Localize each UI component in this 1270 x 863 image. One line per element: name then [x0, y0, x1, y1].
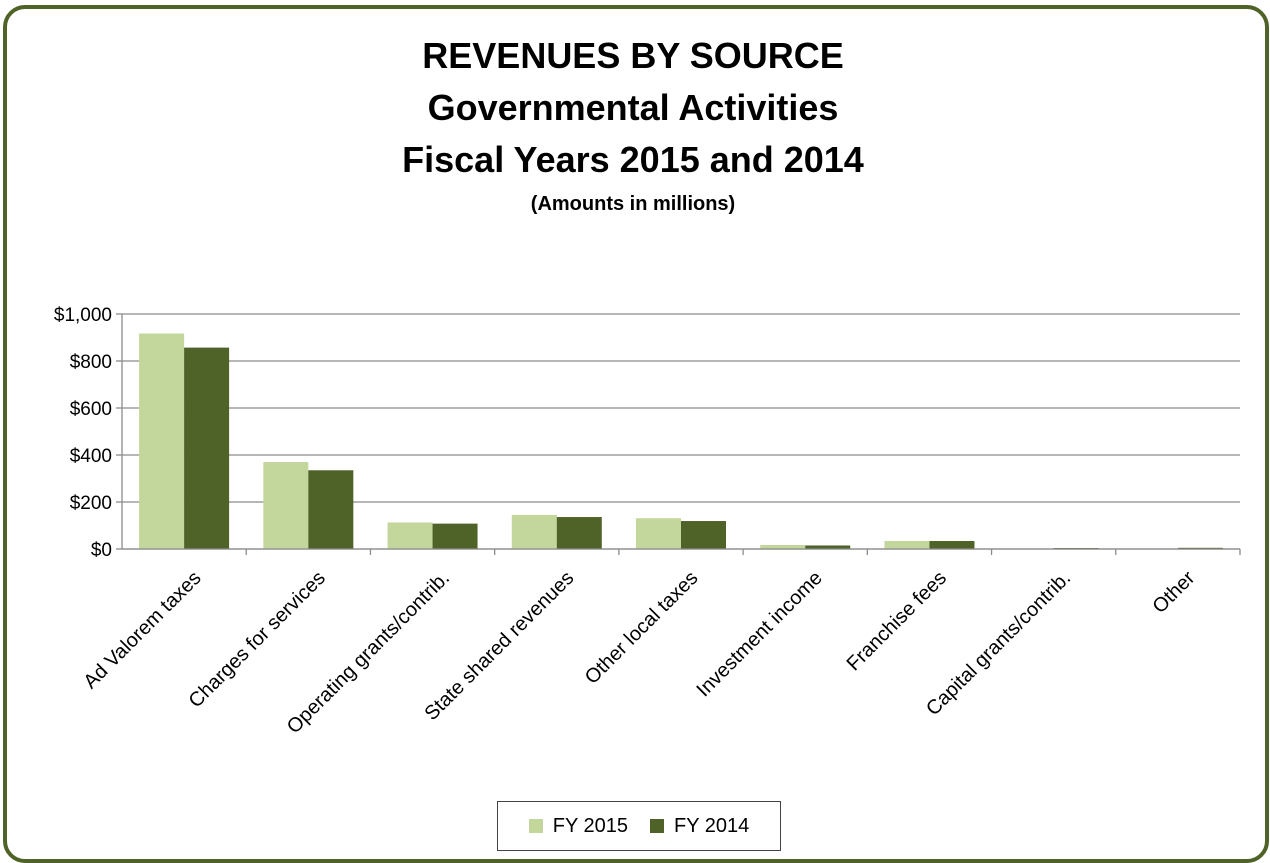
x-category-label: Other local taxes [581, 567, 703, 689]
legend-item-fy2014: FY 2014 [650, 815, 749, 838]
bar [681, 521, 726, 549]
y-tick-label: $600 [70, 399, 112, 420]
bar [308, 470, 354, 549]
bar [263, 462, 309, 549]
bar [929, 541, 975, 549]
y-tick-label: $200 [70, 493, 112, 514]
bar [432, 523, 478, 549]
x-category-label: Other [1148, 567, 1199, 618]
y-tick-label: $0 [91, 540, 112, 561]
y-tick-label: $1,000 [54, 305, 112, 326]
bar [636, 518, 681, 549]
legend-swatch-fy2014 [650, 819, 664, 833]
x-category-label: Capital grants/contrib. [922, 567, 1075, 720]
x-category-label: Ad Valorem taxes [80, 567, 206, 693]
bar [139, 333, 185, 549]
legend-label-fy2015: FY 2015 [552, 814, 628, 837]
y-tick-label: $800 [70, 352, 112, 373]
chart-title: REVENUES BY SOURCE [422, 35, 844, 76]
chart-subtitle-1: Governmental Activities [427, 87, 839, 128]
chart-titles: REVENUES BY SOURCE Governmental Activiti… [0, 30, 1266, 222]
x-category-label: Charges for services [185, 567, 330, 712]
bar [184, 347, 230, 549]
x-category-label: Franchise fees [843, 567, 951, 675]
bar [387, 522, 433, 549]
legend-item-fy2015: FY 2015 [528, 814, 628, 838]
chart-units-note: (Amounts in millions) [530, 193, 736, 215]
chart-subtitle-2: Fiscal Years 2015 and 2014 [402, 139, 864, 180]
bar [511, 514, 557, 549]
legend-swatch-fy2015 [528, 819, 543, 833]
y-tick-label: $400 [70, 446, 112, 467]
bar [805, 545, 851, 549]
chart-legend: FY 2015 FY 2014 [497, 801, 781, 851]
bar [556, 517, 602, 549]
legend-label-fy2014: FY 2014 [674, 814, 750, 837]
bar [884, 541, 930, 549]
bar [760, 545, 806, 549]
x-category-label: Investment income [693, 567, 827, 701]
